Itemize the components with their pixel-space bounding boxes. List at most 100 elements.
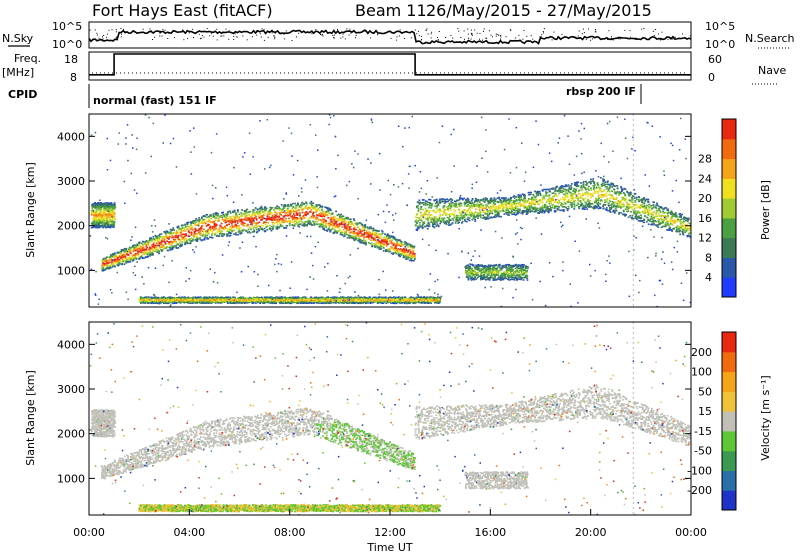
power-pixel	[640, 220, 643, 222]
power-pixel	[487, 210, 490, 212]
power-pixel	[181, 236, 184, 239]
power-pixel	[574, 183, 576, 186]
power-pixel	[113, 265, 116, 268]
power-pixel	[677, 228, 680, 230]
power-pixel	[503, 207, 505, 209]
power-pixel	[511, 201, 514, 204]
power-pixel	[424, 216, 426, 219]
power-pixel	[169, 230, 172, 233]
power-pixel	[682, 229, 685, 231]
nsearch-dot	[96, 34, 98, 36]
power-pixel	[487, 215, 490, 217]
nsearch-dot	[652, 30, 654, 32]
power-pixel	[617, 200, 620, 202]
power-pixel	[587, 195, 589, 197]
date-range: 26/May/2015 - 27/May/2015	[426, 1, 652, 20]
power-pixel	[562, 187, 565, 190]
power-pixel	[494, 209, 497, 211]
nsearch-dot	[500, 38, 502, 40]
power-pixel	[291, 216, 294, 218]
power-pixel	[596, 190, 599, 193]
power-pixel	[212, 227, 215, 230]
power-pixel	[198, 219, 201, 221]
power-pixel	[583, 208, 586, 210]
power-pixel	[124, 249, 127, 251]
power-pixel	[164, 236, 167, 238]
power-pixel	[152, 242, 155, 244]
power-pixel	[626, 210, 628, 213]
power-pixel	[141, 250, 144, 252]
power-pixel	[154, 250, 157, 253]
power-pixel	[308, 211, 311, 213]
power-pixel	[646, 204, 649, 207]
power-pixel	[236, 220, 239, 222]
power-pixel	[419, 218, 422, 220]
power-pixel	[443, 217, 446, 220]
power-pixel	[639, 220, 641, 222]
power-pixel	[638, 212, 641, 214]
power-pixel	[552, 187, 554, 189]
power-pixel	[138, 247, 141, 250]
power-pixel	[473, 278, 476, 281]
power-pixel	[433, 223, 436, 225]
power-pixel	[547, 211, 550, 214]
nsearch-dot	[476, 32, 478, 34]
power-pixel	[235, 234, 237, 236]
power-pixel	[582, 185, 585, 188]
power-pixel	[300, 205, 302, 208]
power-pixel	[647, 214, 650, 216]
power-pixel	[342, 219, 344, 221]
power-pixel	[448, 219, 451, 222]
power-pixel	[560, 186, 562, 189]
power-pixel	[391, 246, 393, 249]
power-pixel	[520, 205, 523, 207]
power-pixel	[182, 238, 185, 240]
power-pixel	[384, 233, 387, 235]
nsearch-dot	[256, 34, 258, 36]
power-pixel	[449, 212, 452, 215]
power-pixel	[676, 215, 679, 218]
power-pixel	[619, 206, 622, 208]
power-pixel	[570, 206, 573, 209]
power-pixel	[214, 219, 217, 222]
power-pixel	[499, 199, 501, 201]
power-pixel	[183, 227, 185, 229]
power-pixel	[613, 204, 616, 206]
power-pixel	[396, 240, 398, 243]
power-pixel	[545, 201, 548, 203]
power-pixel	[647, 223, 650, 226]
power-pixel	[548, 200, 551, 203]
power-pixel	[557, 202, 560, 205]
power-pixel	[255, 228, 258, 231]
power-pixel	[404, 243, 406, 246]
power-pixel	[464, 202, 467, 205]
power-pixel	[618, 213, 620, 215]
power-pixel	[356, 237, 358, 240]
power-pixel	[486, 198, 488, 200]
power-pixel	[334, 225, 337, 228]
power-pixel	[423, 221, 425, 224]
power-pixel	[330, 219, 333, 221]
power-pixel	[559, 191, 562, 193]
nsearch-dot	[468, 37, 469, 39]
power-pixel	[584, 201, 586, 203]
power-pixel	[375, 233, 377, 236]
nsearch-dot	[519, 39, 521, 41]
nsearch-dot	[635, 37, 637, 39]
power-pixel	[149, 249, 151, 252]
power-pixel	[234, 225, 236, 227]
power-pixel	[635, 198, 638, 201]
power-pixel	[520, 204, 523, 206]
power-pixel	[467, 265, 470, 267]
nsearch-dot	[333, 37, 334, 39]
power-pixel	[211, 237, 214, 239]
nsearch-dot	[296, 36, 297, 38]
power-pixel	[681, 230, 684, 233]
power-pixel	[575, 188, 577, 191]
power-pixel	[622, 198, 625, 200]
power-pixel	[558, 192, 560, 195]
power-pixel	[255, 215, 257, 218]
power-pixel	[401, 252, 404, 254]
power-pixel	[613, 192, 616, 194]
power-pixel	[469, 206, 472, 208]
